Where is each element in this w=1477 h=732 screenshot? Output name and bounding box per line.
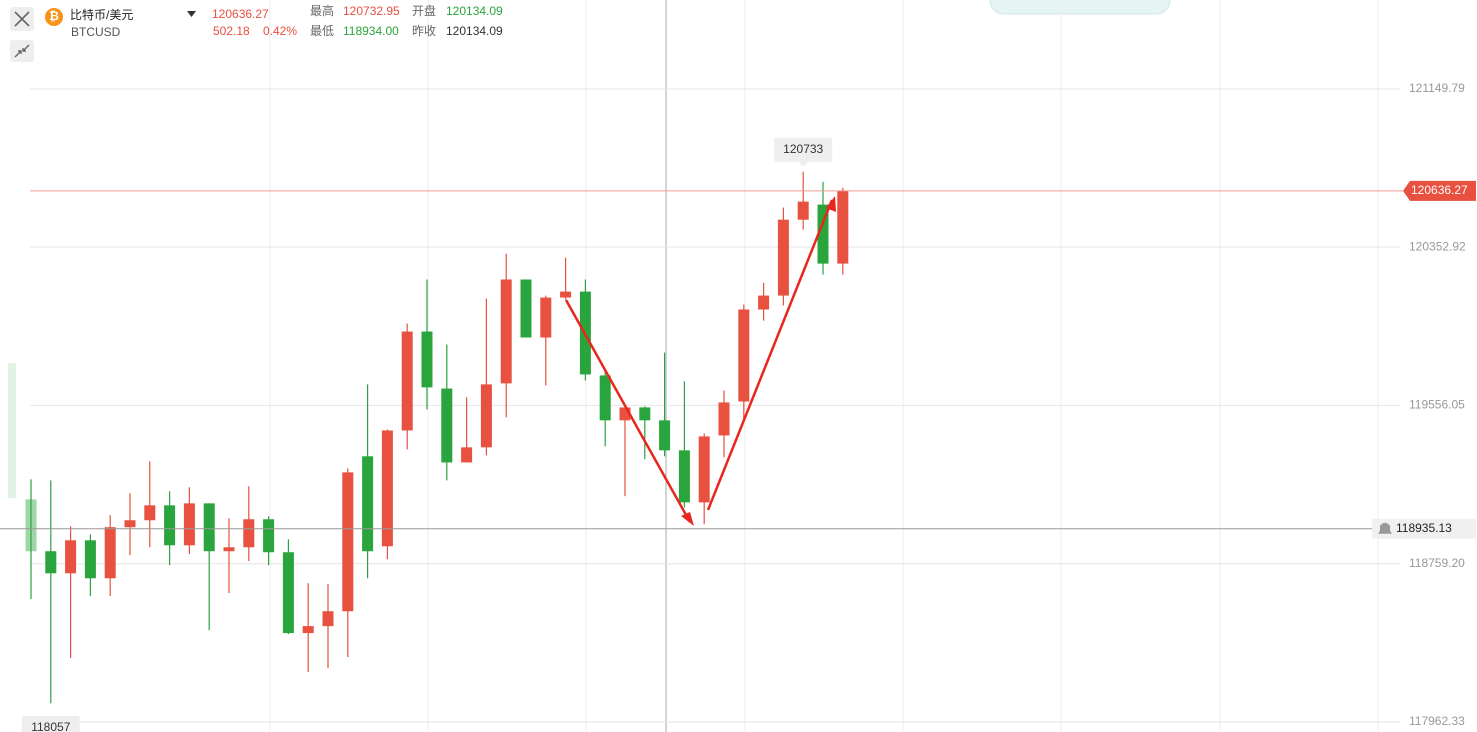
label: 开盘 — [412, 3, 436, 18]
arrow-head — [826, 196, 836, 212]
symbol: BTCUSD — [71, 25, 121, 39]
candle-body — [84, 540, 96, 579]
y-tick-label: 117962.33 — [1409, 714, 1465, 728]
candle-body — [322, 611, 334, 627]
candle-body — [461, 447, 473, 463]
candle-body — [837, 190, 849, 264]
price-tag-label: 120636.27 — [1411, 183, 1468, 197]
label: 昨收 — [412, 24, 436, 38]
max-label-pointer — [798, 161, 809, 167]
min-label: 118057 — [31, 720, 70, 732]
candle-body — [421, 331, 433, 388]
candle-body — [124, 520, 136, 528]
change: 502.18 — [213, 24, 250, 38]
candle-body — [738, 309, 750, 402]
value: 120134.09 — [446, 24, 503, 38]
candle-body — [441, 388, 453, 463]
candle-body — [560, 291, 572, 298]
bell-icon — [1378, 522, 1392, 534]
candle-body — [599, 375, 611, 421]
candle-body — [164, 505, 176, 546]
y-tick-label: 118759.20 — [1409, 556, 1465, 570]
alert-tag — [1372, 518, 1476, 539]
candle-body — [104, 527, 116, 579]
candle-body — [282, 552, 294, 634]
candle-body — [263, 519, 275, 553]
candle-body — [65, 540, 77, 574]
candle-body — [540, 297, 552, 338]
coin-icon — [45, 8, 63, 26]
value: 120134.09 — [446, 4, 503, 18]
candle-body — [797, 201, 809, 220]
floating-widget[interactable] — [989, 0, 1171, 15]
candle-body — [659, 420, 671, 451]
change-pct: 0.42% — [263, 24, 297, 38]
value: 120732.95 — [343, 4, 400, 18]
candle-body — [639, 407, 651, 421]
dropdown-icon[interactable] — [187, 11, 196, 17]
candle-body — [777, 219, 789, 296]
candle-body — [342, 472, 354, 612]
coin-symbol: ₿ — [49, 9, 59, 23]
drawn-arrow — [564, 299, 692, 523]
candle-body — [480, 384, 492, 448]
candle-body — [25, 499, 37, 552]
candle-body — [678, 450, 690, 503]
alert-tag-label: 118935.13 — [1396, 521, 1452, 535]
candle-body — [718, 402, 730, 436]
candle-body — [144, 505, 156, 521]
candle-body — [619, 407, 631, 421]
collapse-button[interactable] — [10, 40, 34, 62]
volume-hint — [8, 363, 16, 498]
y-tick-label: 121149.79 — [1409, 81, 1465, 95]
close-icon — [14, 11, 30, 27]
price: 120636.27 — [212, 7, 269, 21]
candle-body — [243, 519, 255, 548]
collapse-icon — [14, 44, 30, 58]
label: 最低 — [310, 24, 334, 38]
drawn-arrow — [706, 199, 834, 511]
candle-body — [698, 436, 710, 503]
arrow-head — [681, 512, 694, 526]
candle-body — [758, 295, 770, 310]
candle-body — [381, 430, 393, 547]
label: 最高 — [310, 3, 334, 18]
y-tick-label: 119556.05 — [1409, 398, 1465, 412]
candle-body — [500, 279, 512, 384]
candle-body — [223, 547, 235, 552]
value: 118934.00 — [343, 24, 399, 38]
candle-body — [362, 456, 374, 552]
price-tag — [1403, 180, 1476, 201]
max-label: 120733 — [783, 142, 823, 156]
candle-body — [401, 331, 413, 431]
title[interactable]: 比特币/美元 — [70, 7, 133, 22]
y-tick-label: 120352.92 — [1409, 239, 1466, 253]
min-label-box — [21, 716, 80, 732]
max-label-box — [774, 137, 833, 162]
candle-body — [520, 279, 532, 338]
candle-body — [203, 503, 215, 552]
candle-body — [302, 626, 314, 634]
candle-body — [45, 551, 57, 574]
candle-body — [183, 503, 195, 546]
candle-body — [817, 204, 829, 264]
